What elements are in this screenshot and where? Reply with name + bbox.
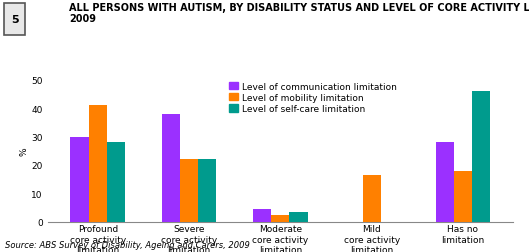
FancyBboxPatch shape [4, 4, 25, 36]
Text: 5: 5 [11, 15, 19, 25]
Bar [271, 215, 289, 222]
Y-axis label: %: % [20, 147, 29, 155]
Bar [198, 160, 216, 222]
Legend: Level of communication limitation, Level of mobility limitation, Level of self-c: Level of communication limitation, Level… [229, 82, 397, 114]
Bar [289, 212, 308, 222]
Bar [89, 106, 107, 222]
Bar [362, 175, 381, 222]
Bar [253, 209, 271, 222]
Bar [162, 114, 180, 222]
Bar [107, 143, 125, 222]
Text: ALL PERSONS WITH AUTISM, BY DISABILITY STATUS AND LEVEL OF CORE ACTIVITY LIMITAT: ALL PERSONS WITH AUTISM, BY DISABILITY S… [69, 3, 529, 24]
Text: Source: ABS Survey of Disability, Ageing and Carers, 2009: Source: ABS Survey of Disability, Ageing… [5, 240, 250, 249]
Bar [435, 143, 454, 222]
Bar [472, 92, 490, 222]
Bar [70, 137, 89, 222]
Bar [180, 160, 198, 222]
Bar [454, 171, 472, 222]
